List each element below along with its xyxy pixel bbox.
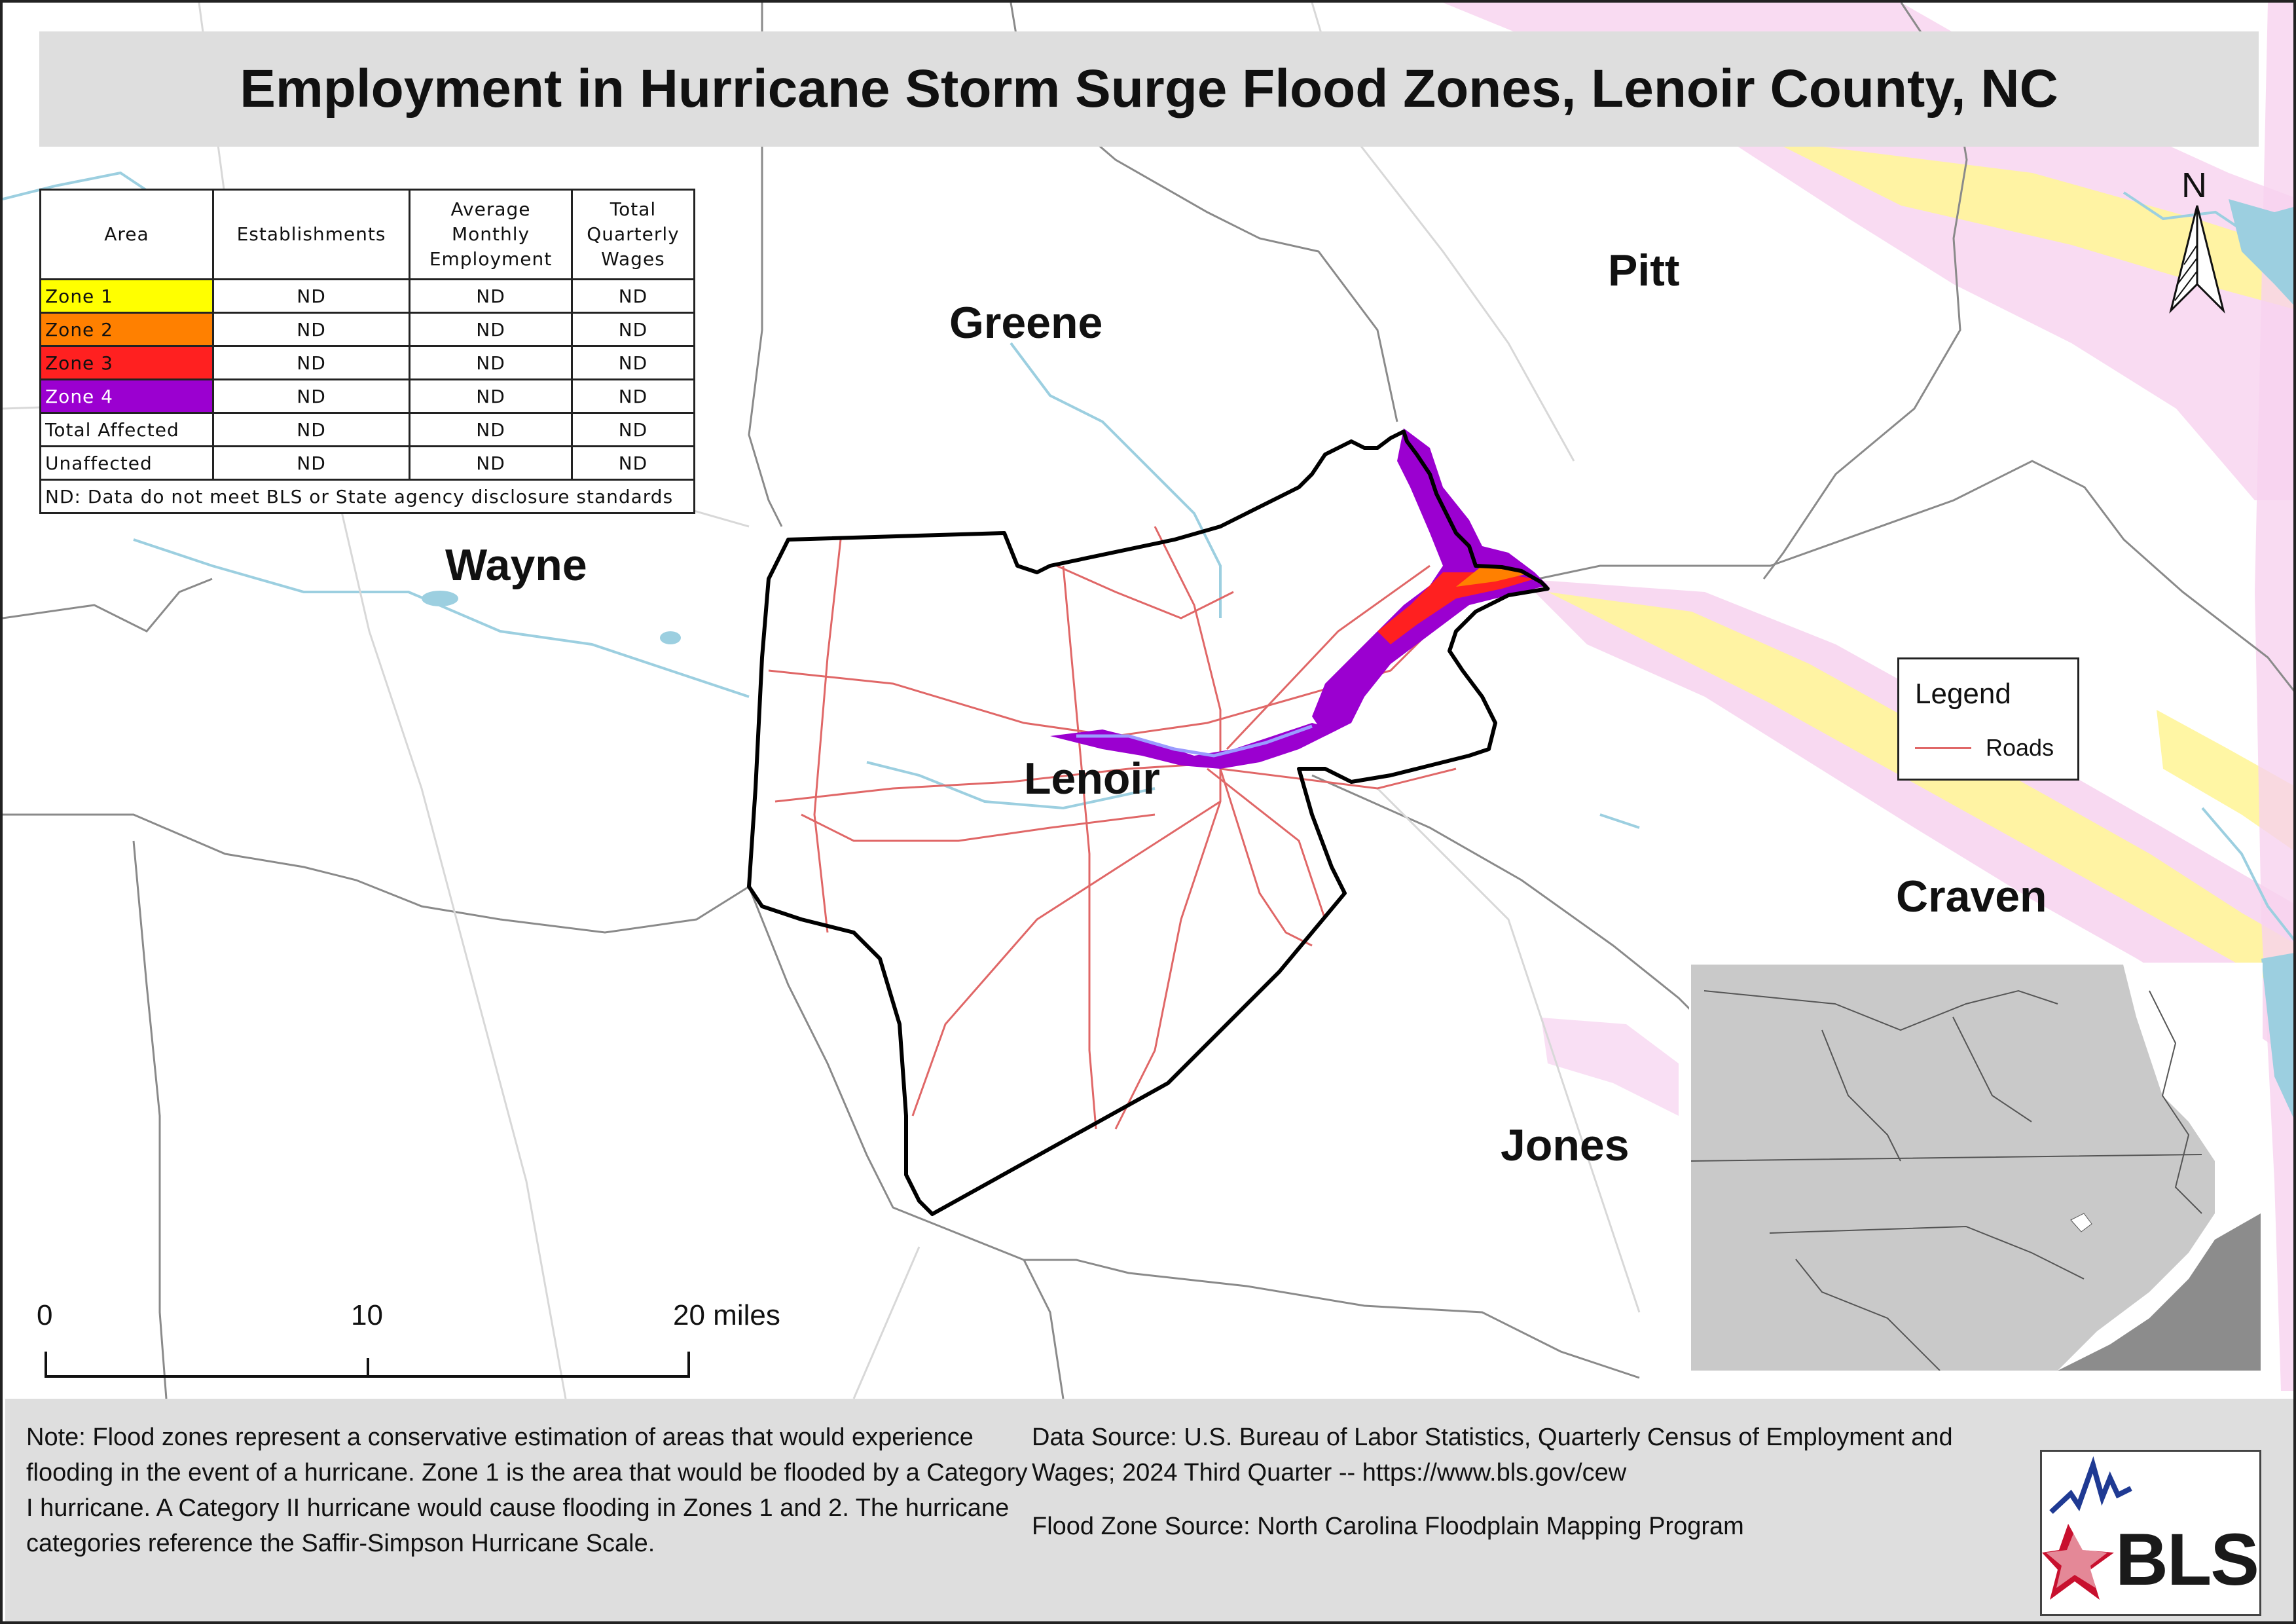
legend: Legend Roads	[1897, 657, 2079, 781]
row-establishments: ND	[211, 312, 411, 347]
row-employment: ND	[409, 412, 573, 447]
row-wages: ND	[570, 445, 696, 481]
table-body: Zone 1 ND ND ND Zone 2 ND ND ND Zone 3 ND ND ND Zone…	[39, 278, 696, 481]
flood-zone-note: Note: Flood zones represent a conservati…	[26, 1424, 1028, 1557]
row-area: Zone 1	[39, 278, 214, 314]
north-label: N	[2181, 166, 2207, 205]
county-label-lenoir: Lenoir	[1024, 754, 1160, 803]
legend-title: Legend	[1915, 678, 2011, 710]
bls-wordmark: BLS	[2115, 1519, 2259, 1600]
bls-star-icon	[2042, 1456, 2132, 1600]
north-arrow-icon	[2169, 205, 2225, 314]
row-area: Zone 2	[39, 312, 214, 347]
row-wages: ND	[570, 278, 696, 314]
header-wages: Total Quarterly Wages	[570, 189, 696, 280]
water-features	[3, 171, 2293, 942]
row-area: Zone 3	[39, 345, 214, 380]
bls-logo: BLS	[2040, 1450, 2261, 1616]
row-establishments: ND	[211, 378, 411, 414]
row-area: Zone 4	[39, 378, 214, 414]
legend-label-roads: Roads	[1986, 734, 2054, 761]
county-label-pitt: Pitt	[1608, 246, 1680, 295]
scale-label-0: 0	[37, 1299, 53, 1331]
header-area: Area	[39, 189, 214, 280]
header-establishments: Establishments	[211, 189, 411, 280]
disclosure-note: ND: Data do not meet BLS or State agency…	[39, 479, 695, 514]
row-establishments: ND	[211, 345, 411, 380]
table-row: Zone 3 ND ND ND	[39, 345, 696, 380]
row-wages: ND	[570, 312, 696, 347]
map-title: Employment in Hurricane Storm Surge Floo…	[240, 59, 2058, 119]
locator-map	[1691, 965, 2261, 1371]
flood-zone-source: Flood Zone Source: North Carolina Floodp…	[1032, 1513, 1744, 1540]
footer: Note: Flood zones represent a conservati…	[5, 1399, 2293, 1621]
data-source: Data Source: U.S. Bureau of Labor Statis…	[1032, 1424, 1953, 1486]
title-bar: Employment in Hurricane Storm Surge Floo…	[39, 31, 2259, 147]
table-row: Zone 2 ND ND ND	[39, 312, 696, 347]
water-bodies	[422, 199, 2293, 1118]
sources: Data Source: U.S. Bureau of Labor Statis…	[1032, 1420, 2001, 1562]
scale-label-10: 10	[351, 1299, 383, 1331]
row-wages: ND	[570, 345, 696, 380]
table-note-row: ND: Data do not meet BLS or State agency…	[39, 479, 695, 514]
table-row: Total Affected ND ND ND	[39, 412, 696, 447]
lenoir-roads	[768, 526, 1457, 1130]
scale-label-20: 20 miles	[673, 1299, 780, 1331]
row-employment: ND	[409, 278, 573, 314]
county-label-craven: Craven	[1896, 872, 2047, 921]
county-borders	[3, 3, 2293, 1399]
row-establishments: ND	[211, 278, 411, 314]
table-row: Unaffected ND ND ND	[39, 445, 696, 481]
lenoir-boundary	[747, 430, 1550, 1216]
table-row: Zone 4 ND ND ND	[39, 378, 696, 414]
row-wages: ND	[570, 378, 696, 414]
county-label-wayne: Wayne	[445, 540, 587, 590]
row-establishments: ND	[211, 412, 411, 447]
row-area: Unaffected	[39, 445, 214, 481]
row-employment: ND	[409, 378, 573, 414]
row-wages: ND	[570, 412, 696, 447]
row-employment: ND	[409, 345, 573, 380]
row-area: Total Affected	[39, 412, 214, 447]
county-label-jones: Jones	[1501, 1120, 1630, 1170]
header-employment: Average Monthly Employment	[409, 189, 573, 280]
roads-swatch	[1915, 747, 1971, 749]
row-employment: ND	[409, 312, 573, 347]
table-row: Zone 1 ND ND ND	[39, 278, 696, 314]
row-employment: ND	[409, 445, 573, 481]
locator-inset-map	[1689, 963, 2263, 1373]
lenoir-flood-zones	[1050, 428, 1548, 769]
scale-bar	[45, 1352, 690, 1378]
county-label-greene: Greene	[949, 298, 1103, 348]
table-header-row: Area Establishments Average Monthly Empl…	[39, 189, 696, 280]
row-establishments: ND	[211, 445, 411, 481]
employment-table: Area Establishments Average Monthly Empl…	[39, 189, 696, 514]
